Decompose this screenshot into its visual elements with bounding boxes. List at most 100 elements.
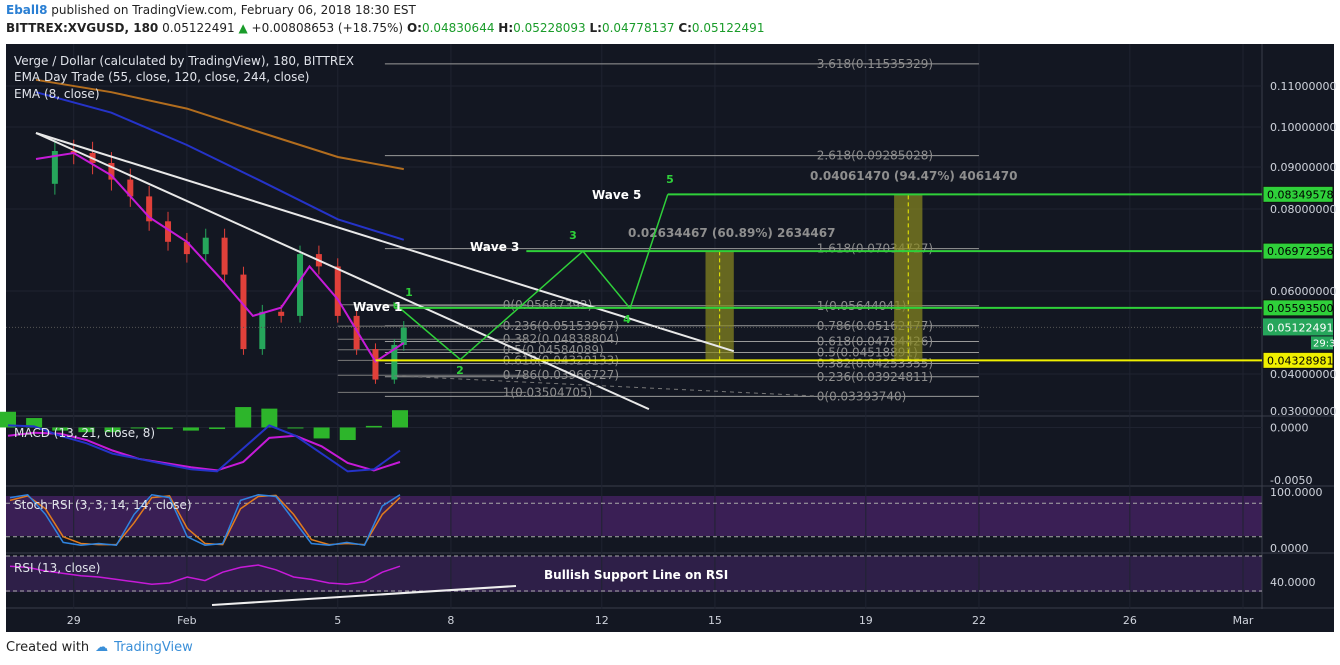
price-level-tag-text: 0.05593500 (1267, 302, 1333, 315)
x-tick-label: Feb (177, 614, 196, 627)
candle-body (165, 221, 172, 242)
price-tick-label: 0.04000000 (1270, 368, 1336, 381)
stoch-tick-label: 100.0000 (1270, 486, 1323, 499)
macd-histogram-bar (339, 427, 356, 441)
macd-histogram-bar (287, 427, 304, 429)
macd-line (7, 424, 401, 473)
countdown-text: 29:37 (1313, 338, 1340, 349)
price-tick-label: 0.06000000 (1270, 285, 1336, 298)
fib-level-label: 0.236(0.03924811) (817, 370, 933, 384)
trend-line (35, 132, 650, 411)
indicator-legend: EMA (8, close) (14, 87, 100, 101)
footer: Created with ☁ TradingView (6, 640, 193, 655)
tradingview-brand-link[interactable]: TradingView (114, 640, 193, 655)
macd-histogram-bar (235, 407, 252, 428)
ohlc-line: BITTREX:XVGUSD, 180 0.05122491 ▲ +0.0080… (6, 21, 764, 35)
current-price-tag (1263, 318, 1333, 336)
measure-box (894, 194, 923, 361)
x-tick-label: 5 (334, 614, 341, 627)
up-arrow-icon: ▲ (238, 21, 248, 35)
price-change: +0.00808653 (+18.75%) (251, 21, 404, 35)
candle-body (334, 266, 341, 316)
macd-signal-line (7, 431, 401, 472)
candle-body (146, 196, 153, 222)
stoch-k-line (9, 493, 401, 547)
macd-histogram-bar (392, 410, 408, 428)
current-price-tag-text: 0.05122491 (1267, 321, 1333, 334)
created-with-text: Created with (6, 640, 90, 655)
countdown-tag (1311, 336, 1333, 350)
candle-body (183, 241, 190, 255)
wave-number: 4 (623, 313, 631, 326)
price-tick-label: 0.09000000 (1270, 161, 1336, 174)
fib-level-label: 0.786(0.03966727) (503, 368, 619, 382)
candle-body (391, 344, 398, 380)
candle-body (372, 349, 379, 380)
candle-body (259, 311, 266, 350)
ema-8-line (35, 151, 405, 364)
price-tick-label: 0.03000000 (1270, 405, 1336, 418)
macd-histogram-bar (78, 427, 95, 433)
x-tick-label: 19 (859, 614, 873, 627)
x-tick-label: 29 (67, 614, 81, 627)
macd-histogram-bar (182, 427, 199, 431)
rsi-title: RSI (13, close) (14, 561, 100, 575)
fib-level-label: 0.382(0.04838804) (503, 332, 619, 346)
candle-body (202, 237, 209, 255)
fib-level-label: 1(0.05644041) (817, 299, 907, 313)
x-tick-label: 15 (708, 614, 722, 627)
macd-tick-label: -0.0050 (1270, 474, 1312, 487)
x-tick-label: 22 (972, 614, 986, 627)
price-tick-label: 0.10000000 (1270, 121, 1336, 134)
close-label: C: (678, 21, 692, 35)
candle-body (51, 151, 58, 184)
macd-histogram-bar (261, 408, 278, 428)
macd-histogram-bar (52, 427, 69, 431)
fib-level-label: 2.618(0.09285028) (817, 149, 933, 163)
macd-histogram-bar (0, 411, 16, 428)
price-level-tag (1262, 299, 1334, 317)
wave-number: 2 (456, 364, 464, 377)
x-tick-label: Mar (1233, 614, 1254, 627)
fib-level-label: 3.618(0.11535329) (817, 57, 933, 71)
rsi-support-line (211, 585, 517, 606)
price-tick-label: 0.11000000 (1270, 80, 1336, 93)
wave-label: Wave 5 (592, 188, 641, 202)
publish-info: published on TradingView.com, February 0… (51, 3, 416, 17)
open-value: 0.04830644 (421, 21, 495, 35)
x-tick-label: 26 (1123, 614, 1137, 627)
measure-label: 0.04061470 (94.47%) 4061470 (810, 169, 1017, 183)
author-link[interactable]: Eball8 (6, 3, 48, 17)
candle-body (127, 179, 134, 197)
wave-label: Wave 1 (353, 300, 402, 314)
candle-body (221, 237, 228, 275)
macd-histogram-bar (365, 425, 382, 428)
low-label: L: (589, 21, 602, 35)
indicator-legend: EMA Day Trade (55, close, 120, close, 24… (14, 70, 309, 84)
rsi-line (9, 564, 401, 585)
price-level-tag-text: 0.08349578 (1267, 188, 1333, 201)
price-level-tag-text: 0.04328981 (1267, 354, 1333, 367)
ema-120-line (35, 91, 405, 241)
last-price: 0.05122491 (162, 21, 235, 35)
wave-number: 3 (569, 229, 577, 242)
candle-body (108, 163, 115, 180)
x-tick-label: 12 (595, 614, 609, 627)
candle-body (278, 311, 285, 316)
ema-55-line (35, 78, 404, 171)
close-value: 0.05122491 (691, 21, 765, 35)
candle-body (400, 327, 407, 345)
fib-level-label: 0.5(0.04518891) (817, 345, 918, 359)
stoch-band (6, 496, 1262, 536)
fib-level-label: 0.5(0.04584089) (503, 343, 604, 357)
symbol-label: BITTREX:XVGUSD, 180 (6, 21, 159, 35)
elliott-wave-path (393, 194, 669, 361)
macd-histogram-bar (26, 418, 43, 428)
projection-dashed (394, 375, 829, 398)
low-value: 0.04778137 (601, 21, 675, 35)
rsi-annotation: Bullish Support Line on RSI (544, 568, 728, 582)
macd-histogram-bar (209, 427, 226, 430)
price-level-tag (1262, 351, 1334, 369)
